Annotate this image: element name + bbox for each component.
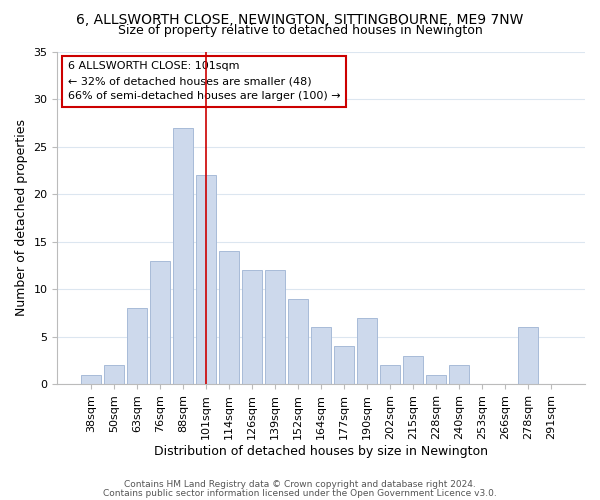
Text: Contains public sector information licensed under the Open Government Licence v3: Contains public sector information licen… <box>103 488 497 498</box>
Bar <box>104 365 124 384</box>
Bar <box>518 327 538 384</box>
Bar <box>173 128 193 384</box>
Bar <box>242 270 262 384</box>
Bar <box>265 270 285 384</box>
Bar <box>196 175 216 384</box>
Bar <box>334 346 354 384</box>
Y-axis label: Number of detached properties: Number of detached properties <box>15 120 28 316</box>
Bar <box>449 365 469 384</box>
Bar <box>220 251 239 384</box>
Bar <box>358 318 377 384</box>
Bar <box>403 356 423 384</box>
Bar <box>311 327 331 384</box>
Text: 6, ALLSWORTH CLOSE, NEWINGTON, SITTINGBOURNE, ME9 7NW: 6, ALLSWORTH CLOSE, NEWINGTON, SITTINGBO… <box>76 12 524 26</box>
Text: Contains HM Land Registry data © Crown copyright and database right 2024.: Contains HM Land Registry data © Crown c… <box>124 480 476 489</box>
Bar <box>427 374 446 384</box>
Text: Size of property relative to detached houses in Newington: Size of property relative to detached ho… <box>118 24 482 37</box>
Bar <box>289 298 308 384</box>
Bar <box>151 260 170 384</box>
Bar <box>127 308 147 384</box>
Text: 6 ALLSWORTH CLOSE: 101sqm
← 32% of detached houses are smaller (48)
66% of semi-: 6 ALLSWORTH CLOSE: 101sqm ← 32% of detac… <box>68 62 341 101</box>
X-axis label: Distribution of detached houses by size in Newington: Distribution of detached houses by size … <box>154 444 488 458</box>
Bar <box>82 374 101 384</box>
Bar <box>380 365 400 384</box>
